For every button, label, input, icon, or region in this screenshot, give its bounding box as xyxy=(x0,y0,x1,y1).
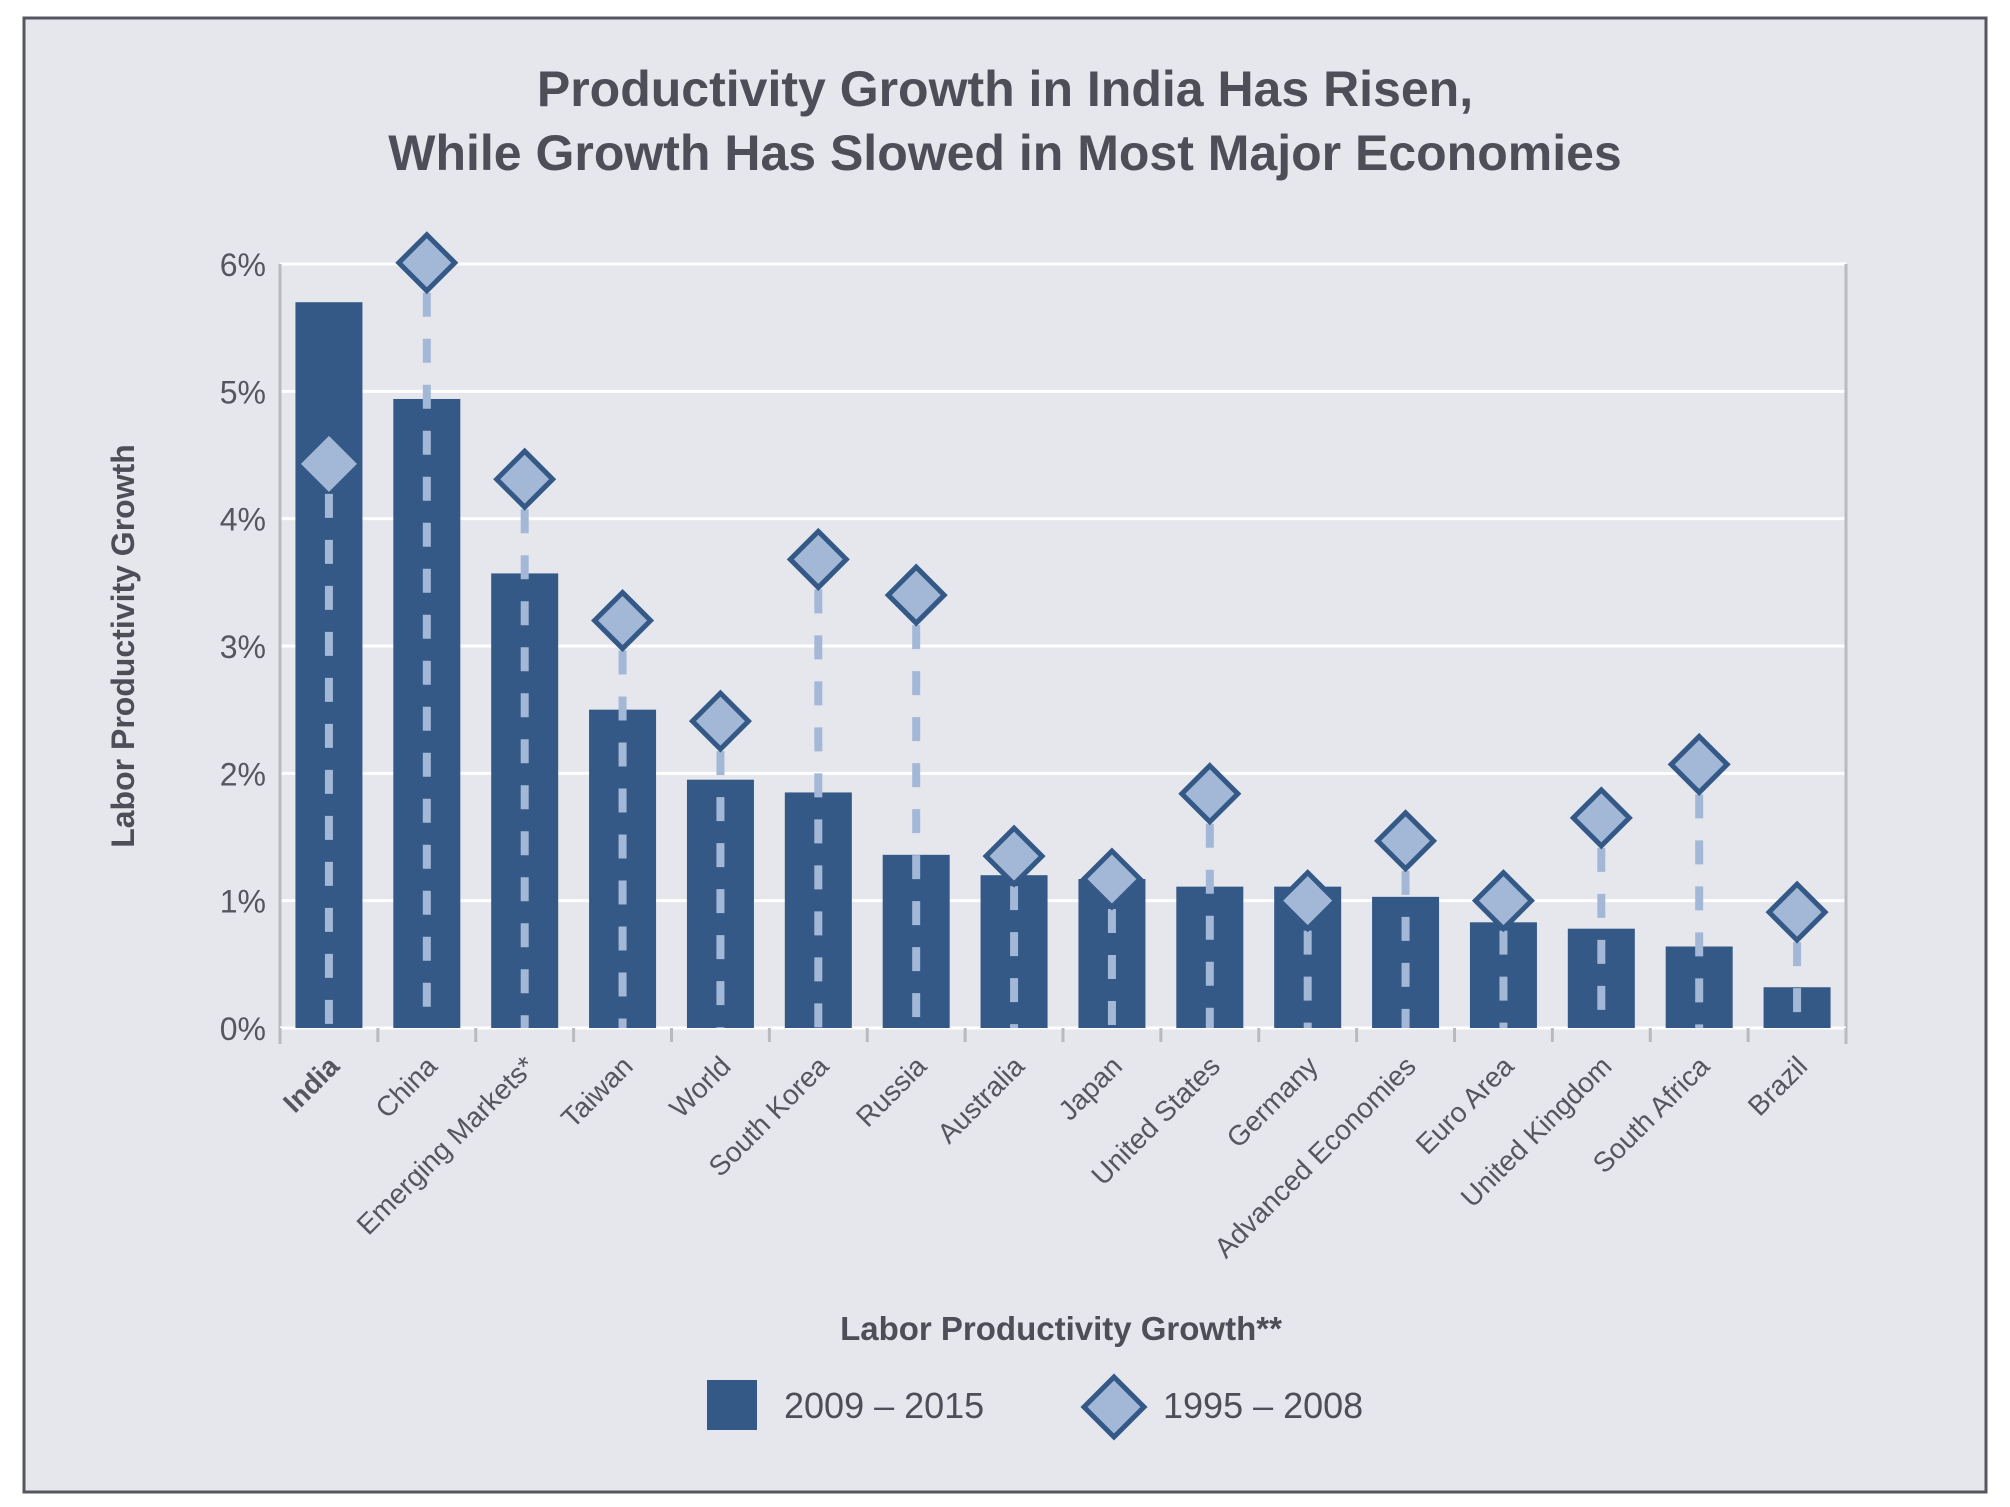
diamond-marker xyxy=(1178,762,1242,826)
bar xyxy=(1176,886,1244,1028)
diamond-marker xyxy=(591,588,655,653)
legend-bar-label: 2009 – 2015 xyxy=(784,1385,984,1426)
diamond-marker xyxy=(1276,869,1340,933)
diamond-marker xyxy=(1080,847,1144,911)
legend-title: Labor Productivity Growth** xyxy=(840,1310,1282,1347)
diamond-marker xyxy=(395,231,459,295)
diamond-marker xyxy=(1765,880,1829,944)
diamond-marker xyxy=(1374,809,1438,873)
bar xyxy=(295,302,363,1028)
legend-bar-swatch xyxy=(707,1380,757,1430)
legend-item-diamond: 1995 – 2008 xyxy=(1080,1373,1363,1441)
y-tick-label: 0% xyxy=(220,1011,266,1047)
legend-diamond-swatch xyxy=(1080,1373,1148,1441)
diamond-marker xyxy=(300,435,357,492)
chart-title-line-2: While Growth Has Slowed in Most Major Ec… xyxy=(388,125,1621,181)
diamond-marker xyxy=(1667,732,1731,796)
chart-title-line-1: Productivity Growth in India Has Risen, xyxy=(537,61,1473,117)
y-tick-label: 2% xyxy=(220,756,266,792)
diamond-marker xyxy=(786,527,850,591)
diamond-marker xyxy=(884,563,948,627)
y-tick-label: 5% xyxy=(220,374,266,410)
bar xyxy=(1372,896,1440,1028)
y-tick-label: 6% xyxy=(220,247,266,283)
diamond-marker xyxy=(1471,869,1535,933)
y-tick-label: 3% xyxy=(220,629,266,665)
legend-item-bar: 2009 – 2015 xyxy=(707,1380,984,1430)
y-axis-label: Labor Productivity Growth xyxy=(105,444,141,848)
legend-diamond-label: 1995 – 2008 xyxy=(1163,1385,1363,1426)
diamond-marker xyxy=(493,447,557,511)
diamond-marker xyxy=(688,689,752,753)
y-tick-label: 4% xyxy=(220,502,266,538)
y-tick-label: 1% xyxy=(220,884,266,920)
diamond-marker xyxy=(1569,786,1633,850)
diamond-marker xyxy=(982,824,1046,888)
